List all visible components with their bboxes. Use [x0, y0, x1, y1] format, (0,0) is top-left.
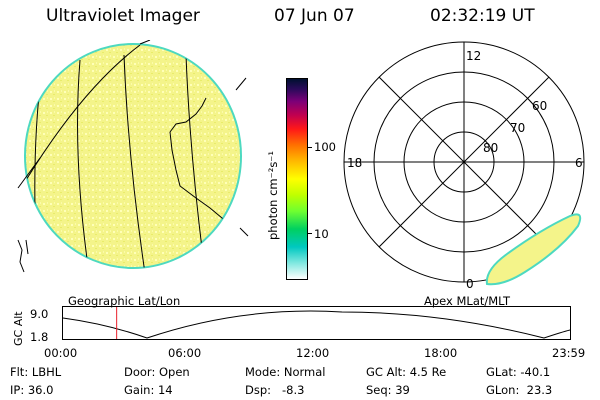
time-label: 02:32:19 UT	[430, 6, 535, 26]
x-tick-1200: 12:00	[296, 346, 330, 360]
info-ip: IP: 36.0	[10, 383, 54, 397]
lat-label-60: 60	[532, 99, 547, 113]
longitude-line	[77, 59, 91, 268]
colorbar-label-10: 10	[314, 227, 329, 241]
colorbar-tick-100	[307, 147, 312, 148]
earth-image-panel	[17, 40, 249, 273]
latitude-line-outer	[17, 40, 151, 189]
coastline	[169, 97, 237, 229]
landmass-fragment	[17, 239, 29, 273]
polar-caption: Apex MLat/MLT	[424, 294, 511, 308]
coastline-outer	[235, 77, 249, 237]
altitude-axis-label: GC Alt	[12, 311, 25, 346]
color-scale-bar	[286, 78, 308, 280]
mlt-label-12: 12	[466, 49, 481, 63]
altitude-max-label: 9.0	[30, 307, 49, 321]
lat-label-80: 80	[483, 141, 498, 155]
info-glat: GLat: -40.1	[486, 365, 551, 379]
mlt-label-0: 0	[466, 277, 474, 291]
info-mode: Mode: Normal	[245, 365, 326, 379]
altitude-curve	[62, 310, 571, 339]
info-seq: Seq: 39	[366, 383, 410, 397]
x-tick-0000: 00:00	[44, 346, 78, 360]
info-glon: GLon: 23.3	[486, 383, 553, 397]
x-tick-1800: 18:00	[424, 346, 458, 360]
geographic-caption: Geographic Lat/Lon	[68, 294, 181, 308]
earth-disk	[24, 43, 242, 269]
info-door: Door: Open	[124, 365, 190, 379]
x-tick-2359: 23:59	[552, 346, 586, 360]
instrument-title: Ultraviolet Imager	[46, 6, 200, 26]
polar-diagonal	[378, 76, 550, 248]
info-gain: Gain: 14	[124, 383, 173, 397]
info-filter: Flt: LBHL	[10, 365, 62, 379]
auroral-emission-patch	[485, 213, 582, 286]
altitude-plot-frame	[62, 306, 571, 340]
info-dsp: Dsp: -8.3	[245, 383, 305, 397]
mlt-label-6: 6	[575, 156, 583, 170]
x-tick-0600: 06:00	[168, 346, 202, 360]
polar-plot: 12 18 6 0 60 70 80	[343, 41, 585, 291]
date-label: 07 Jun 07	[274, 6, 355, 26]
colorbar-label-100: 100	[314, 140, 336, 154]
mlt-label-18: 18	[347, 156, 362, 170]
info-gc-altitude: GC Alt: 4.5 Re	[366, 365, 447, 379]
colorbar-unit-label: photon cm⁻²s⁻¹	[266, 151, 280, 240]
colorbar-tick-10	[307, 233, 312, 234]
altitude-plot	[62, 306, 571, 340]
altitude-min-label: 1.8	[30, 330, 49, 344]
longitude-line	[123, 54, 147, 268]
latitude-line	[25, 44, 141, 191]
lat-label-70: 70	[510, 121, 525, 135]
